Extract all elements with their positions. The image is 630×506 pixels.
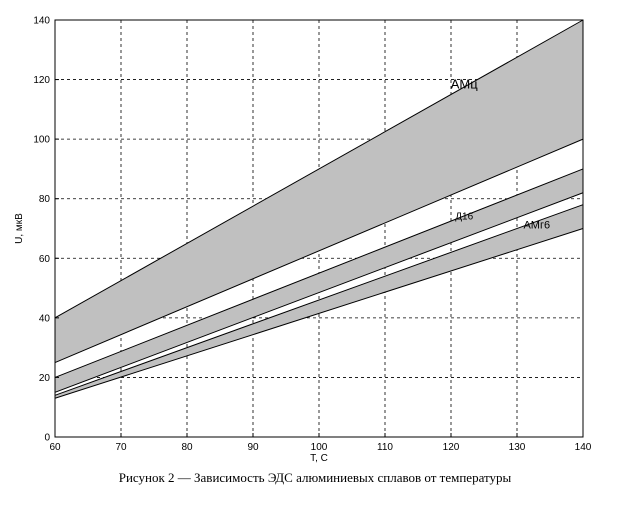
chart: 60 70 80 90 100 110 120 130 140 0 20 40 60 80 100 120 1… bbox=[14, 16, 592, 465]
y-tick-label: 100 bbox=[33, 135, 50, 146]
band-0-upper-line bbox=[54, 19, 584, 319]
y-tick-label: 20 bbox=[39, 373, 51, 384]
x-ticks: 60 70 80 90 100 110 120 130 140 bbox=[49, 433, 592, 453]
x-tick-label: 90 bbox=[247, 442, 259, 453]
band-1-upper-line bbox=[54, 168, 584, 378]
x-axis-label: T, C bbox=[310, 453, 328, 464]
y-tick-label: 40 bbox=[39, 313, 51, 324]
x-tick-label: 110 bbox=[377, 442, 393, 453]
band-1 bbox=[55, 168, 583, 393]
x-tick-label: 130 bbox=[509, 442, 526, 453]
y-ticks: 0 20 40 60 80 100 120 140 bbox=[33, 16, 59, 444]
band-labels: АМц Д16 АМг6 bbox=[451, 77, 550, 232]
band-0-lower-line bbox=[54, 138, 584, 363]
x-tick-label: 70 bbox=[115, 442, 127, 453]
band-2-lower-line bbox=[54, 228, 584, 399]
x-tick-label: 80 bbox=[181, 442, 193, 453]
y-tick-label: 0 bbox=[44, 433, 50, 444]
x-tick-label: 140 bbox=[575, 442, 592, 453]
y-tick-label: 60 bbox=[39, 254, 51, 265]
band-label-2: АМг6 bbox=[523, 220, 550, 232]
x-tick-label: 120 bbox=[443, 442, 460, 453]
x-tick-label: 100 bbox=[311, 442, 328, 453]
x-tick-label: 60 bbox=[49, 442, 61, 453]
band-label-1: Д16 bbox=[455, 212, 473, 223]
band-1-lower-line bbox=[54, 192, 584, 393]
band-2 bbox=[55, 204, 583, 399]
band-2-upper-line bbox=[54, 204, 584, 396]
figure-caption: Рисунок 2 — Зависимость ЭДС алюминиевых … bbox=[118, 470, 512, 485]
y-tick-label: 120 bbox=[33, 75, 50, 86]
band-label-0: АМц bbox=[451, 77, 479, 92]
y-axis-label: U, мкВ bbox=[14, 213, 25, 244]
y-tick-label: 80 bbox=[39, 194, 51, 205]
bands bbox=[54, 19, 584, 399]
band-0 bbox=[55, 20, 583, 363]
y-tick-label: 140 bbox=[33, 16, 50, 27]
